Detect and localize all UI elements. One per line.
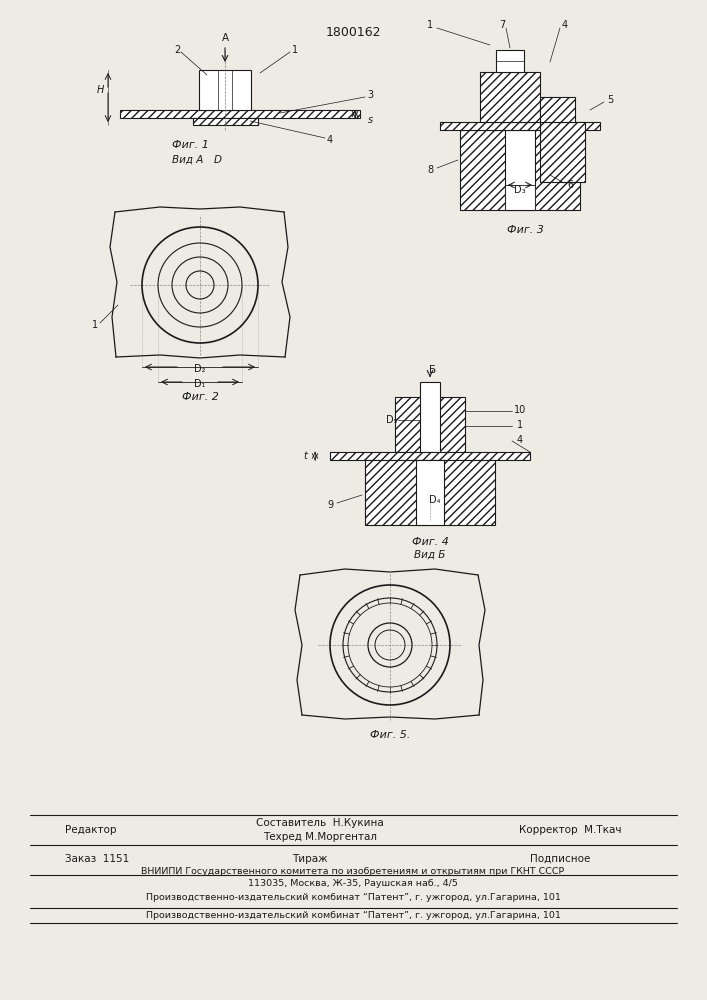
- Text: 9: 9: [327, 500, 333, 510]
- Text: Производственно-издательский комбинат “Патент”, г. ужгород, ул.Гагарина, 101: Производственно-издательский комбинат “П…: [146, 910, 561, 920]
- Text: D₂: D₂: [194, 364, 206, 374]
- Bar: [540, 97, 575, 122]
- Text: Фиг. 5.: Фиг. 5.: [370, 730, 410, 740]
- Bar: [199, 70, 251, 110]
- Text: D₃: D₃: [514, 185, 526, 195]
- Text: Редактор: Редактор: [65, 825, 117, 835]
- Bar: [365, 460, 495, 525]
- Text: s: s: [368, 115, 373, 125]
- Bar: [193, 118, 258, 125]
- Text: 1: 1: [517, 420, 523, 430]
- Bar: [416, 460, 444, 525]
- Text: 1: 1: [292, 45, 298, 55]
- Text: H: H: [96, 85, 104, 95]
- Text: Тираж: Тираж: [292, 854, 328, 864]
- Text: Техред М.Моргентал: Техред М.Моргентал: [263, 832, 377, 842]
- Text: D₄: D₄: [429, 495, 440, 505]
- Text: 1: 1: [427, 20, 433, 30]
- Text: Фиг. 3: Фиг. 3: [506, 225, 544, 235]
- Text: 4: 4: [327, 135, 333, 145]
- Bar: [496, 50, 524, 72]
- Text: Вид А: Вид А: [173, 155, 204, 165]
- Text: 4: 4: [517, 435, 523, 445]
- Text: Вид Б: Вид Б: [414, 550, 445, 560]
- Bar: [395, 397, 465, 452]
- Bar: [460, 130, 580, 210]
- Text: 113035, Москва, Ж-35, Раушская наб., 4/5: 113035, Москва, Ж-35, Раушская наб., 4/5: [248, 879, 458, 888]
- Text: D₅: D₅: [386, 415, 397, 425]
- Bar: [440, 122, 600, 130]
- Text: 1800162: 1800162: [325, 25, 381, 38]
- Text: D₁: D₁: [194, 379, 206, 389]
- Bar: [330, 452, 530, 460]
- Text: A: A: [221, 33, 228, 43]
- Text: Корректор  М.Ткач: Корректор М.Ткач: [519, 825, 621, 835]
- Text: 3: 3: [367, 90, 373, 100]
- Text: D: D: [214, 155, 222, 165]
- Bar: [420, 382, 440, 452]
- Text: 2: 2: [174, 45, 180, 55]
- Text: Б: Б: [429, 365, 436, 375]
- Text: 5: 5: [607, 95, 613, 105]
- Text: 10: 10: [514, 405, 526, 415]
- Text: 6: 6: [567, 180, 573, 190]
- Text: Фиг. 1: Фиг. 1: [172, 140, 209, 150]
- Text: 7: 7: [499, 20, 505, 30]
- Text: ВНИИПИ Государственного комитета по изобретениям и открытиям при ГКНТ СССР: ВНИИПИ Государственного комитета по изоб…: [141, 866, 565, 876]
- Text: 4: 4: [562, 20, 568, 30]
- Text: Подписное: Подписное: [530, 854, 590, 864]
- Bar: [540, 122, 585, 182]
- Text: Составитель  Н.Кукина: Составитель Н.Кукина: [256, 818, 384, 828]
- Text: Фиг. 4: Фиг. 4: [411, 537, 448, 547]
- Text: 8: 8: [427, 165, 433, 175]
- Text: Фиг. 2: Фиг. 2: [182, 392, 218, 402]
- Text: 1: 1: [92, 320, 98, 330]
- Bar: [120, 110, 360, 118]
- Bar: [505, 130, 535, 210]
- Text: t: t: [303, 451, 307, 461]
- Text: Заказ  1151: Заказ 1151: [65, 854, 129, 864]
- Bar: [480, 72, 540, 122]
- Text: Производственно-издательский комбинат “Патент”, г. ужгород, ул.Гагарина, 101: Производственно-издательский комбинат “П…: [146, 894, 561, 902]
